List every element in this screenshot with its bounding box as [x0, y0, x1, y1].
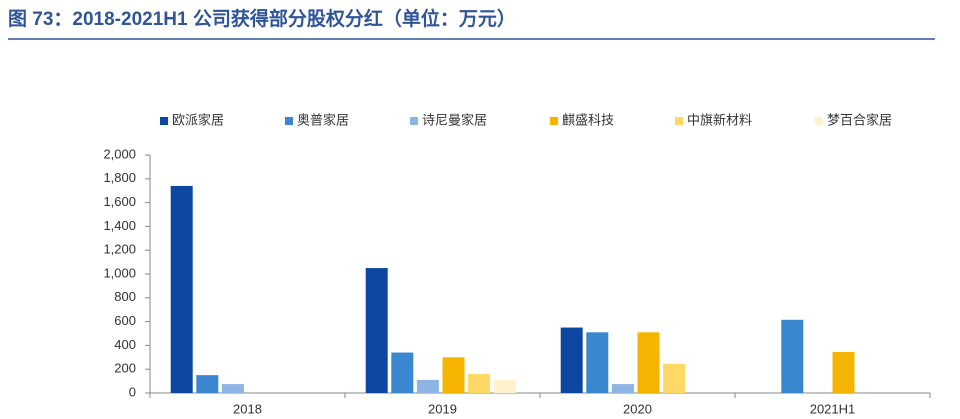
legend-label: 中旗新材料: [687, 112, 752, 127]
legend-swatch: [285, 117, 293, 125]
bar: [170, 185, 193, 393]
bar: [781, 319, 804, 393]
y-tick-label: 400: [114, 337, 136, 352]
legend-label: 奥普家居: [297, 112, 349, 127]
legend-swatch: [410, 117, 418, 125]
legend-label: 欧派家居: [172, 112, 224, 127]
bar: [637, 332, 660, 393]
bar: [663, 363, 686, 393]
bar: [611, 384, 634, 393]
bar: [365, 268, 388, 393]
x-tick-label: 2021H1: [810, 401, 856, 416]
bar: [832, 351, 855, 393]
x-tick-label: 2020: [623, 401, 652, 416]
chart-title: 图 73：2018-2021H1 公司获得部分股权分红（单位：万元）: [8, 7, 516, 30]
y-tick-label: 600: [114, 313, 136, 328]
bar: [468, 373, 491, 393]
legend-swatch: [815, 117, 823, 125]
x-tick-label: 2019: [428, 401, 457, 416]
legend-label: 梦百合家居: [827, 112, 892, 127]
legend-swatch: [550, 117, 558, 125]
y-tick-label: 1,400: [103, 218, 136, 233]
y-tick-label: 1,800: [103, 170, 136, 185]
bar: [416, 379, 439, 393]
bar: [442, 357, 465, 393]
bar: [391, 352, 414, 393]
bar: [493, 379, 516, 393]
y-tick-label: 0: [129, 384, 136, 399]
y-tick-label: 800: [114, 289, 136, 304]
legend-swatch: [675, 117, 683, 125]
bar: [221, 384, 244, 393]
bar: [586, 332, 609, 393]
legend-label: 麒盛科技: [562, 112, 614, 127]
y-tick-label: 1,000: [103, 265, 136, 280]
legend-label: 诗尼曼家居: [422, 112, 487, 127]
y-tick-label: 2,000: [103, 146, 136, 161]
bar: [196, 375, 219, 393]
y-tick-label: 200: [114, 361, 136, 376]
y-tick-label: 1,200: [103, 242, 136, 257]
y-tick-label: 1,600: [103, 194, 136, 209]
legend-swatch: [160, 117, 168, 125]
x-tick-label: 2018: [233, 401, 262, 416]
bar: [560, 327, 583, 393]
